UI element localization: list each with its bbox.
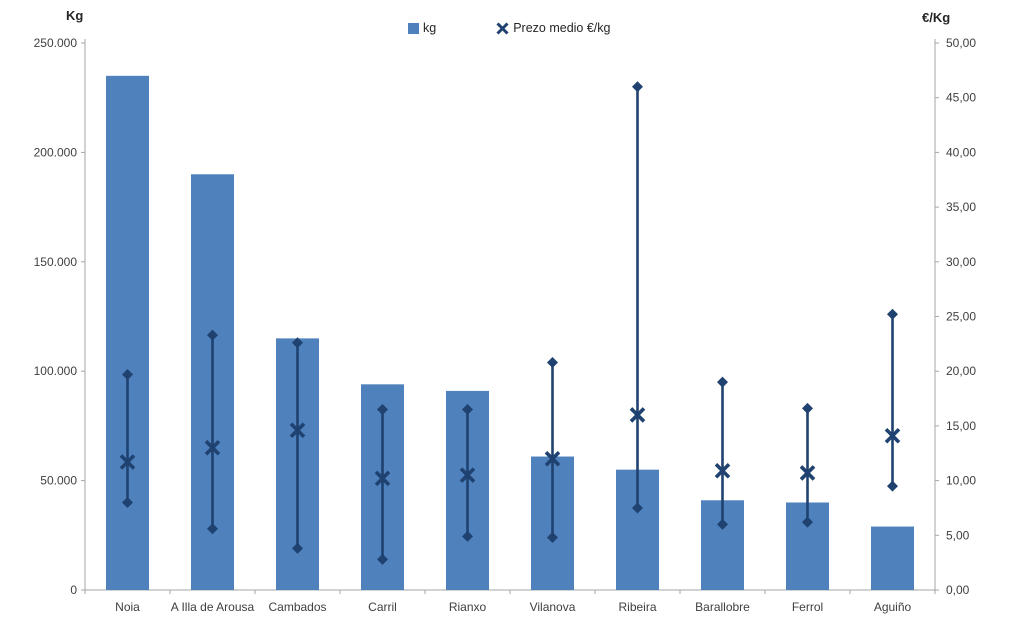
x-marker-icon bbox=[496, 21, 509, 35]
high-diamond bbox=[802, 402, 813, 414]
avg-x-marker bbox=[799, 465, 816, 481]
left-axis-ticks: 250.000 200.000 150.000 100.000 50.000 0 bbox=[34, 36, 85, 597]
legend-item-prezo-medio: Prezo medio €/kg bbox=[496, 21, 610, 35]
category-label: Noia bbox=[115, 600, 140, 614]
avg-x-marker bbox=[544, 450, 561, 467]
avg-x-marker bbox=[374, 470, 391, 487]
legend-item-kg: kg bbox=[408, 21, 436, 35]
low-diamond bbox=[207, 523, 218, 535]
right-tick-label: 20,00 bbox=[946, 364, 976, 378]
high-diamond bbox=[887, 308, 898, 320]
kg-bars bbox=[106, 75, 914, 590]
high-diamond bbox=[547, 356, 558, 368]
high-diamond bbox=[377, 403, 388, 415]
high-diamond bbox=[207, 329, 218, 341]
right-tick-label: 10,00 bbox=[946, 474, 976, 488]
kg-series-swatch bbox=[408, 22, 419, 34]
left-tick-label: 150.000 bbox=[34, 255, 78, 269]
category-label: Cambados bbox=[268, 600, 326, 614]
right-tick-label: 25,00 bbox=[946, 310, 976, 324]
avg-x-marker bbox=[459, 467, 476, 483]
avg-x-marker bbox=[884, 427, 901, 444]
left-tick-label: 50.000 bbox=[40, 474, 77, 488]
high-diamond bbox=[717, 376, 728, 388]
left-tick-label: 200.000 bbox=[34, 145, 78, 159]
low-diamond bbox=[462, 530, 473, 542]
high-diamond bbox=[292, 337, 303, 349]
high-diamond bbox=[122, 368, 133, 380]
left-tick-label: 250.000 bbox=[34, 36, 78, 50]
avg-x-marker bbox=[629, 407, 646, 423]
chart-legend: kg Prezo medio €/kg bbox=[408, 21, 610, 35]
high-diamond bbox=[632, 81, 643, 93]
legend-label-prezo-medio: Prezo medio €/kg bbox=[513, 21, 611, 35]
left-tick-label: 0 bbox=[70, 583, 77, 597]
legend-label-kg: kg bbox=[423, 21, 437, 35]
right-axis-ticks: 50,00 45,00 40,00 35,00 30,00 25,00 20,00 15,00… bbox=[935, 36, 976, 597]
low-diamond bbox=[887, 480, 898, 492]
category-label: Ferrol bbox=[792, 600, 823, 614]
avg-x-marker bbox=[289, 422, 306, 439]
left-axis-title: Kg bbox=[66, 8, 84, 23]
category-label: Aguiño bbox=[874, 600, 912, 614]
right-tick-label: 45,00 bbox=[946, 91, 976, 105]
low-diamond bbox=[122, 496, 133, 508]
right-tick-label: 50,00 bbox=[946, 36, 976, 50]
low-diamond bbox=[547, 531, 558, 543]
avg-x-marker bbox=[714, 462, 731, 479]
right-tick-label: 15,00 bbox=[946, 419, 976, 433]
low-diamond bbox=[802, 516, 813, 528]
category-labels: Noia A Illa de Arousa Cambados Carril Rianxo… bbox=[115, 600, 911, 614]
category-label: Carril bbox=[368, 600, 397, 614]
low-diamond bbox=[632, 502, 643, 514]
category-label: Barallobre bbox=[695, 600, 750, 614]
bar bbox=[871, 526, 914, 590]
category-label: Ribeira bbox=[618, 600, 656, 614]
category-label: Rianxo bbox=[449, 600, 487, 614]
low-diamond bbox=[717, 518, 728, 530]
right-tick-label: 0,00 bbox=[946, 583, 970, 597]
right-tick-label: 5,00 bbox=[946, 528, 970, 542]
low-diamond bbox=[292, 542, 303, 554]
avg-x-marker bbox=[119, 454, 136, 470]
prezo-medio-markers bbox=[119, 81, 901, 565]
right-tick-label: 40,00 bbox=[946, 145, 976, 159]
right-tick-label: 35,00 bbox=[946, 200, 976, 214]
category-label: A Illa de Arousa bbox=[171, 600, 255, 614]
avg-x-marker bbox=[204, 440, 221, 456]
right-tick-label: 30,00 bbox=[946, 255, 976, 269]
high-diamond bbox=[462, 403, 473, 415]
left-tick-label: 100.000 bbox=[34, 364, 78, 378]
right-axis-title: €/Kg bbox=[922, 10, 951, 25]
bar bbox=[106, 75, 149, 590]
bottom-axis-ticks bbox=[84, 590, 936, 594]
category-label: Vilanova bbox=[530, 600, 576, 614]
low-diamond bbox=[377, 553, 388, 565]
